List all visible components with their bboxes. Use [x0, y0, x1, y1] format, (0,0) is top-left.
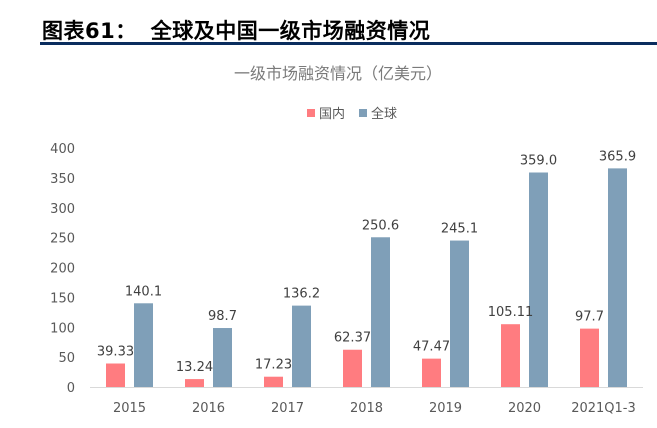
data-label-global-2020: 359.0 [520, 153, 557, 168]
y-tick-label: 50 [58, 351, 75, 366]
bar-global-2019 [450, 240, 469, 387]
x-tick-label: 2019 [429, 401, 462, 416]
data-label-domestic-2020: 105.11 [488, 305, 534, 320]
bar-domestic-2016 [185, 379, 204, 387]
data-label-global-2019: 245.1 [441, 222, 478, 237]
data-label-domestic-2018: 62.37 [334, 331, 371, 346]
data-label-global-2017: 136.2 [283, 287, 320, 302]
data-label-global-2015: 140.1 [125, 284, 162, 299]
bar-global-2018 [371, 237, 390, 387]
y-axis: 0 50 100 150 200 250 300 350 400 [50, 142, 75, 396]
bars [106, 168, 627, 387]
bar-global-2020 [529, 172, 548, 387]
y-tick-label: 350 [50, 172, 75, 187]
x-tick-label: 2021Q1-3 [571, 401, 636, 416]
data-label-domestic-2016: 13.24 [176, 360, 213, 375]
y-tick-label: 0 [67, 381, 75, 396]
y-tick-label: 100 [50, 321, 75, 336]
data-label-global-2016: 98.7 [208, 309, 237, 324]
chart-title: 一级市场融资情况（亿美元） [234, 64, 442, 83]
y-tick-label: 400 [50, 142, 75, 157]
x-tick-label: 2018 [350, 401, 383, 416]
bar-domestic-2015 [106, 363, 125, 387]
legend-swatch-1 [307, 109, 315, 117]
legend-label-2: 全球 [371, 106, 397, 122]
x-tick-label: 2015 [113, 401, 146, 416]
data-label-domestic-2017: 17.23 [255, 358, 292, 373]
legend: 国内 全球 [307, 106, 397, 122]
x-tick-label: 2020 [508, 401, 541, 416]
x-tick-label: 2017 [271, 401, 304, 416]
bar-global-2015 [134, 303, 153, 387]
bar-domestic-2018 [343, 349, 362, 387]
bar-domestic-2020 [501, 324, 520, 387]
data-label-domestic-2015: 39.33 [97, 345, 134, 360]
bar-global-2021Q1-3 [608, 168, 627, 387]
bar-global-2017 [292, 305, 311, 387]
data-labels: 39.33 140.1 13.24 98.7 17.23 136.2 62.37 250.6 4… [97, 149, 636, 375]
bar-domestic-2021Q1-3 [580, 328, 599, 387]
y-tick-label: 300 [50, 202, 75, 217]
y-tick-label: 250 [50, 232, 75, 247]
figure-heading: 全球及中国一级市场融资情况 [150, 19, 431, 43]
y-tick-label: 200 [50, 262, 75, 277]
data-label-domestic-2019: 47.47 [413, 340, 450, 355]
data-label-domestic-2021Q1-3: 97.7 [575, 310, 604, 325]
x-axis: 2015 2016 2017 2018 2019 2020 2021Q1-3 [90, 387, 643, 416]
figure-label: 图表61： [42, 19, 137, 43]
bar-domestic-2017 [264, 376, 283, 387]
y-tick-label: 150 [50, 291, 75, 306]
figure-title: 图表61： 全球及中国一级市场融资情况 [42, 15, 430, 45]
bar-domestic-2019 [422, 358, 441, 387]
legend-label-1: 国内 [319, 106, 345, 122]
figure-header: 图表61： 全球及中国一级市场融资情况 [40, 15, 657, 45]
legend-swatch-2 [359, 109, 367, 117]
data-label-global-2018: 250.6 [362, 218, 399, 233]
data-label-global-2021Q1-3: 365.9 [599, 149, 636, 164]
bar-global-2016 [213, 328, 232, 387]
x-tick-label: 2016 [192, 401, 225, 416]
